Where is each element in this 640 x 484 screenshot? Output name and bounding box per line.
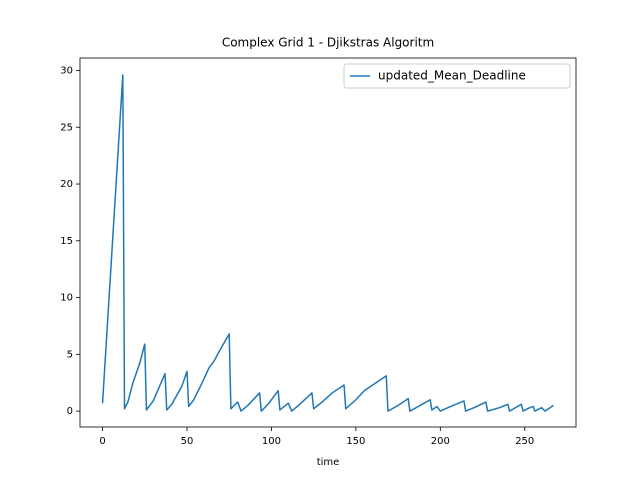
y-tick-label: 30: [60, 65, 73, 76]
x-tick-label: 50: [181, 436, 194, 447]
plot-frame: [79, 57, 577, 428]
y-tick-label: 20: [60, 179, 73, 190]
y-tick-label: 25: [60, 122, 73, 133]
x-tick-label: 150: [346, 436, 365, 447]
x-tick-label: 200: [431, 436, 450, 447]
y-tick-label: 0: [67, 406, 73, 417]
data-line: [101, 74, 554, 412]
x-axis-label: time: [317, 457, 340, 468]
x-tick-label: 100: [262, 436, 281, 447]
y-tick-label: 5: [67, 349, 73, 360]
y-tick-label: 15: [60, 236, 73, 247]
x-tick-label: 250: [515, 436, 534, 447]
legend-label: updated_Mean_Deadline: [378, 69, 526, 83]
y-tick-label: 10: [60, 293, 73, 304]
chart-title: Complex Grid 1 - Djikstras Algoritm: [222, 36, 434, 50]
legend-box: [343, 63, 571, 89]
x-tick-label: 0: [99, 436, 105, 447]
